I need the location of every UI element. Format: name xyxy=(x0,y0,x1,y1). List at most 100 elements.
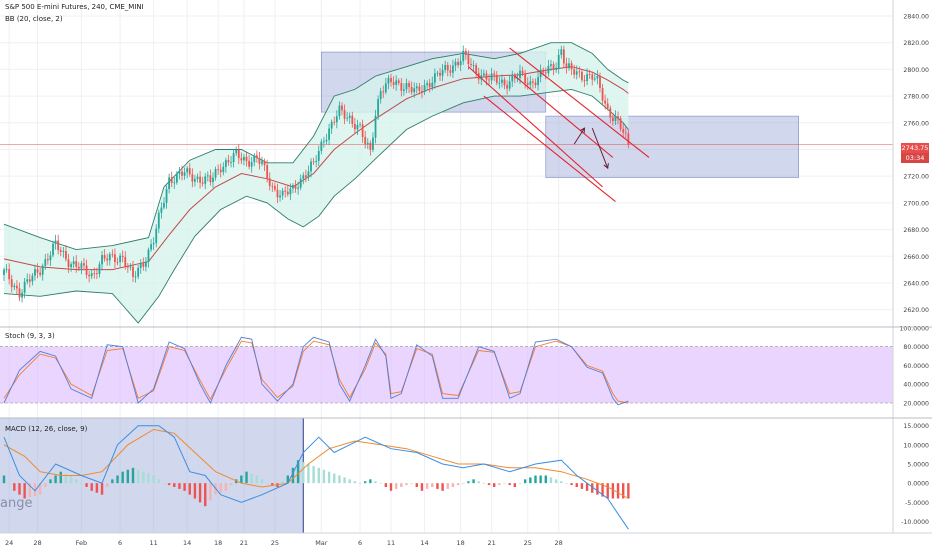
candle-up xyxy=(214,169,217,178)
candle-up xyxy=(415,86,418,89)
channel-line-1 xyxy=(509,47,650,158)
arrow-head-icon xyxy=(579,127,586,134)
candle-up xyxy=(537,77,539,86)
stoch-tick-label: 40.0000 xyxy=(903,382,929,389)
macd-histogram-bar xyxy=(601,483,604,497)
candle-up xyxy=(472,65,475,66)
price-tick-label: 2760.00 xyxy=(903,120,929,127)
candle-up xyxy=(348,115,351,118)
candle-down xyxy=(588,74,591,75)
candle-up xyxy=(196,176,199,179)
time-axis: 24 28 Feb 6 11 14 18 21 25 Mar 6 11 14 18 21 25 28 xyxy=(0,532,932,547)
macd-histogram-bar xyxy=(13,483,16,491)
macd-histogram-bar xyxy=(188,483,191,495)
candle-down xyxy=(266,165,269,179)
time-tick-label: 11 xyxy=(149,539,157,547)
candle-down xyxy=(65,251,67,260)
candle-up xyxy=(173,182,176,184)
arrow-head-icon xyxy=(603,163,609,170)
price-tick-label: 2660.00 xyxy=(903,254,929,261)
candle-up xyxy=(108,254,111,261)
macd-histogram-bar xyxy=(462,483,465,484)
candle-up xyxy=(444,65,447,70)
candle-down xyxy=(274,186,276,190)
candle-up xyxy=(433,73,436,83)
candle-down xyxy=(142,263,145,267)
candle-up xyxy=(163,202,165,208)
candle-down xyxy=(351,115,354,124)
macd-histogram-bar xyxy=(338,475,341,484)
candle-up xyxy=(310,161,312,172)
candle-up xyxy=(26,279,29,282)
candle-down xyxy=(369,142,372,150)
projection-arrow-1 xyxy=(573,127,585,145)
macd-legend: MACD (12, 26, close, 9) xyxy=(5,425,88,433)
candle-up xyxy=(279,195,281,198)
macd-histogram-bar xyxy=(95,483,99,493)
candle-down xyxy=(565,63,568,69)
macd-histogram-bar xyxy=(384,483,388,487)
candle-down xyxy=(126,266,129,268)
candle-up xyxy=(54,240,57,244)
macd-histogram-bar xyxy=(431,483,434,487)
candle-up xyxy=(323,141,325,143)
macd-histogram-bar xyxy=(75,479,78,484)
candle-up xyxy=(462,50,465,62)
candle-up xyxy=(359,124,361,126)
candle-down xyxy=(36,269,39,273)
candle-down xyxy=(103,255,106,259)
macd-histogram-bar xyxy=(85,483,88,487)
candle-down xyxy=(201,182,204,184)
candle-up xyxy=(206,175,209,177)
candle-up xyxy=(160,207,163,213)
macd-histogram-bar xyxy=(333,473,336,484)
price-tick-label: 2700.00 xyxy=(903,200,929,207)
candle-up xyxy=(356,124,359,130)
candle-down xyxy=(503,79,506,86)
candle-up xyxy=(137,267,140,277)
price-tick-label: 2780.00 xyxy=(903,94,929,101)
candle-down xyxy=(573,69,576,75)
candle-up xyxy=(586,74,588,82)
candle-up xyxy=(315,160,318,162)
candle-up xyxy=(243,156,245,161)
candle-down xyxy=(475,65,478,73)
candle-down xyxy=(121,255,124,257)
stoch-tick-label: 80.0000 xyxy=(903,344,929,351)
candle-up xyxy=(338,105,341,117)
price-tick-label: 2680.00 xyxy=(903,227,929,234)
macd-histogram-bar xyxy=(513,483,517,487)
candle-down xyxy=(599,75,601,88)
panel-separators xyxy=(0,326,932,419)
candle-up xyxy=(403,89,405,91)
macd-histogram-bar xyxy=(420,483,424,491)
candle-down xyxy=(93,273,96,275)
candle-down xyxy=(28,279,31,282)
candle-down xyxy=(570,63,573,70)
macd-histogram-bar xyxy=(271,483,274,486)
candle-up xyxy=(224,160,227,167)
candle-down xyxy=(333,121,336,123)
macd-histogram-bar xyxy=(307,464,310,484)
candle-down xyxy=(286,191,289,195)
candle-down xyxy=(493,73,496,76)
candle-down xyxy=(240,158,243,161)
candle-up xyxy=(253,155,256,163)
macd-histogram-bar xyxy=(49,479,52,484)
time-tick-label: 6 xyxy=(118,539,122,547)
candle-up xyxy=(436,72,439,74)
macd-histogram-bar xyxy=(18,483,21,495)
candle-up xyxy=(232,153,235,162)
candle-down xyxy=(449,70,452,73)
candle-up xyxy=(568,63,570,69)
macd-histogram-bar xyxy=(508,483,511,486)
macd-histogram-bar xyxy=(400,483,403,487)
candle-down xyxy=(617,116,619,119)
candle-down xyxy=(526,83,529,85)
price-tick-label: 2840.00 xyxy=(903,14,929,21)
candle-up xyxy=(555,67,558,70)
macd-histogram-bar xyxy=(544,475,547,484)
candle-up xyxy=(529,81,532,85)
candle-up xyxy=(150,244,152,250)
